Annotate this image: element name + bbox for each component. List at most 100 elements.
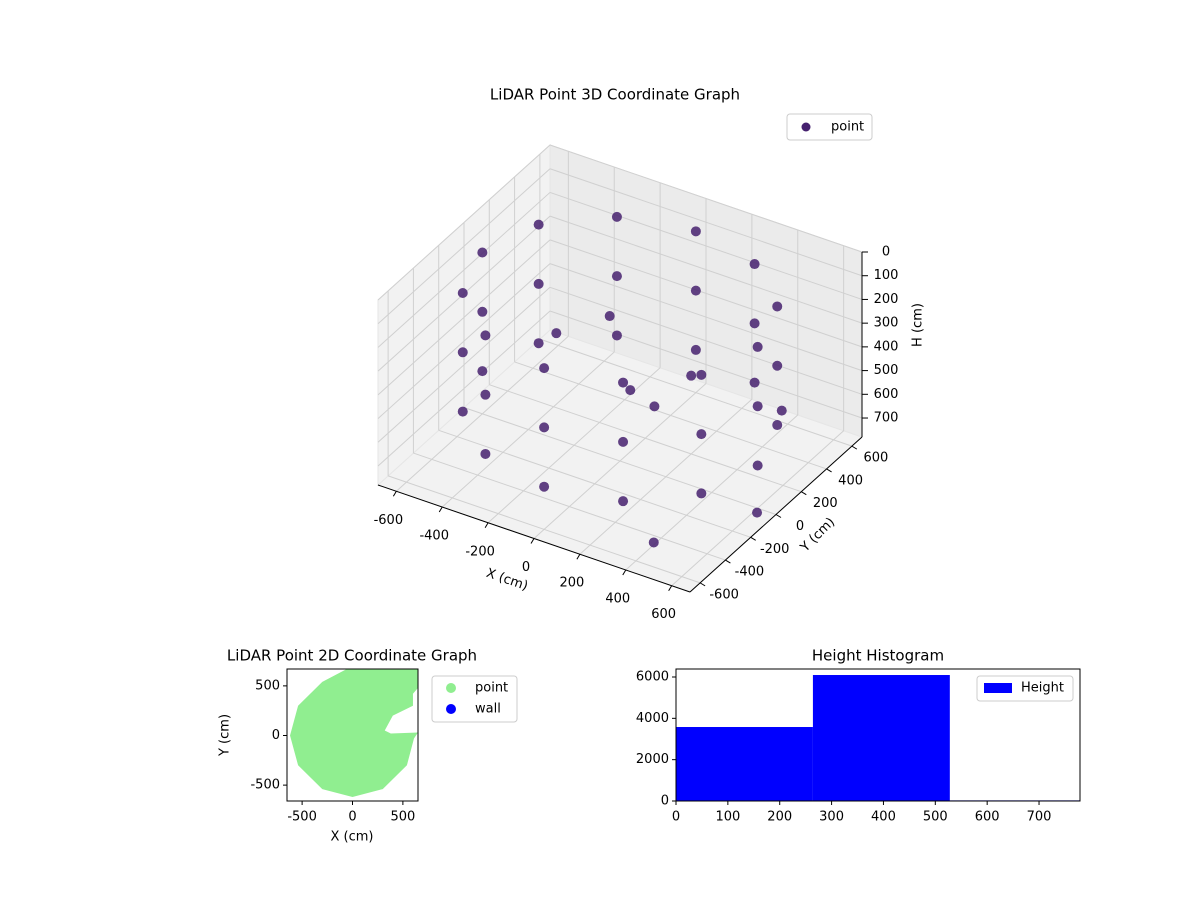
- z-tick-label: 600: [874, 387, 899, 402]
- data-point: [480, 389, 491, 400]
- grid-line: [549, 144, 863, 253]
- grid-line: [377, 310, 551, 467]
- x-tick-label: 0: [522, 560, 530, 575]
- y-tick-label: 4000: [636, 711, 669, 726]
- grid-line: [489, 384, 802, 493]
- y-tick-label: 0: [272, 728, 280, 743]
- x-tick-label: 300: [819, 810, 844, 825]
- data-point: [457, 347, 468, 358]
- grid-line: [549, 239, 863, 348]
- data-point: [533, 338, 544, 349]
- legend-box: [786, 113, 873, 141]
- plot-area: [290, 669, 418, 798]
- grid-line: [377, 286, 551, 443]
- tick-mark: [801, 491, 807, 496]
- data-point: [480, 448, 491, 459]
- data-point: [752, 460, 763, 471]
- y-tick-label: -600: [709, 587, 739, 602]
- point-cloud: [290, 669, 418, 798]
- data-point: [611, 271, 622, 282]
- grid-line: [549, 191, 863, 300]
- tick-mark: [699, 582, 706, 587]
- data-point: [477, 306, 488, 317]
- y-tick-label: 6000: [636, 669, 669, 684]
- data-point: [539, 481, 550, 492]
- tick-mark: [775, 514, 782, 518]
- tick-mark: [668, 585, 673, 591]
- grid-line: [377, 144, 551, 301]
- data-point: [696, 488, 707, 499]
- grid-line: [549, 263, 863, 372]
- y-axis-line: [689, 436, 863, 593]
- data-point: [618, 436, 629, 447]
- data-point: [618, 496, 629, 507]
- legend-label: point: [475, 681, 508, 696]
- grid-line: [514, 361, 827, 470]
- data-point: [752, 507, 763, 518]
- data-point: [772, 301, 783, 312]
- x-tick-label: -500: [287, 810, 317, 825]
- legend-box: [431, 675, 518, 723]
- x-tick-label: 500: [923, 810, 948, 825]
- x-tick-label: 700: [1027, 810, 1052, 825]
- tick-mark: [826, 468, 832, 473]
- data-point: [772, 420, 783, 431]
- data-point: [749, 377, 760, 388]
- data-point: [752, 401, 763, 412]
- z-tick-label: 100: [874, 268, 899, 283]
- legend-box: [976, 675, 1074, 702]
- data-point: [618, 377, 629, 388]
- z-tick-label: 700: [874, 411, 899, 426]
- data-point: [776, 405, 787, 416]
- z-tick-label: 400: [874, 339, 899, 354]
- legend-marker: [446, 704, 456, 714]
- x-tick-label: 500: [390, 810, 415, 825]
- grid-line: [549, 286, 863, 395]
- data-point: [649, 401, 660, 412]
- grid-line: [377, 192, 551, 348]
- y-tick-label: 500: [255, 678, 280, 693]
- grid-line: [377, 168, 551, 325]
- chart-title: LiDAR Point 2D Coordinate Graph: [227, 647, 477, 665]
- x-tick-label: 400: [605, 591, 630, 606]
- data-point: [551, 328, 562, 339]
- data-point: [539, 363, 550, 374]
- grid-line: [549, 215, 863, 324]
- x-tick-label: 0: [672, 810, 680, 825]
- data-point: [690, 344, 701, 355]
- grid-line: [549, 168, 863, 277]
- grid-line: [377, 263, 551, 419]
- grid-line: [463, 407, 777, 515]
- legend-swatch: [984, 683, 1012, 693]
- y-tick-label: 600: [863, 451, 888, 466]
- data-point: [604, 311, 615, 322]
- data-point: [533, 278, 544, 289]
- tick-mark: [725, 559, 731, 564]
- legend-label: Height: [1021, 681, 1064, 696]
- x-tick-label: 600: [975, 810, 1000, 825]
- x-tick-label: 0: [348, 810, 356, 825]
- grid-line: [387, 475, 701, 584]
- grid-line: [549, 310, 863, 419]
- y-tick-label: 0: [796, 519, 804, 534]
- x-tick-label: 400: [871, 810, 896, 825]
- z-tick-label: 500: [874, 363, 899, 378]
- x-tick-label: 200: [767, 810, 792, 825]
- tick-mark: [851, 445, 858, 450]
- y-axis-label: Y (cm): [218, 714, 233, 757]
- grid-line: [377, 239, 551, 396]
- data-point: [533, 219, 544, 230]
- x-tick-label: -600: [374, 513, 404, 528]
- data-point: [648, 537, 659, 548]
- tick-mark: [622, 569, 627, 576]
- y-tick-label: -400: [735, 565, 765, 580]
- z-tick-label: 200: [874, 292, 899, 307]
- data-point: [690, 226, 701, 237]
- y-tick-label: -200: [760, 542, 790, 557]
- data-point: [625, 385, 636, 396]
- z-axis-label: H (cm): [911, 303, 926, 347]
- data-point: [749, 259, 760, 270]
- x-tick-label: -400: [419, 529, 449, 544]
- chart-title: Height Histogram: [812, 647, 944, 665]
